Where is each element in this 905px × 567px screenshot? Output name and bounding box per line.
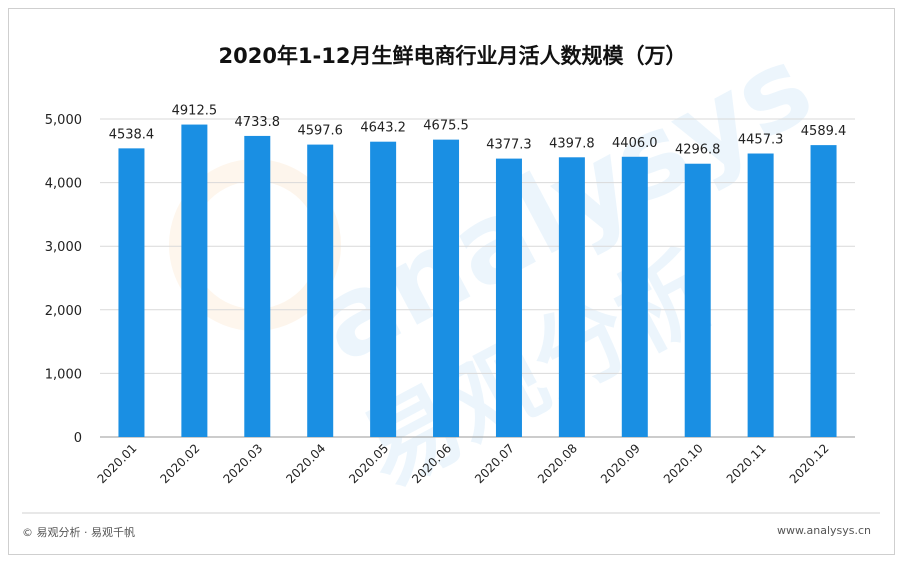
- bar: [181, 124, 208, 437]
- x-tick-label: 2020.09: [598, 441, 643, 486]
- bar: [621, 156, 648, 438]
- x-tick-label: 2020.02: [158, 441, 203, 486]
- bar: [684, 163, 711, 438]
- y-tick-label: 2,000: [45, 304, 82, 319]
- y-tick-label: 1,000: [45, 367, 82, 382]
- bar: [118, 148, 145, 437]
- data-label: 4733.8: [235, 115, 281, 130]
- data-label: 4675.5: [423, 119, 469, 134]
- bar: [747, 153, 774, 437]
- data-label: 4538.4: [109, 127, 155, 142]
- y-tick-label: 4,000: [45, 177, 82, 192]
- bar: [495, 158, 522, 438]
- x-tick-label: 2020.08: [535, 441, 580, 486]
- x-tick-label: 2020.05: [346, 441, 391, 486]
- bar: [433, 139, 460, 438]
- chart-title: 2020年1-12月生鲜电商行业月活人数规模（万）: [218, 44, 687, 68]
- data-label: 4589.4: [801, 124, 847, 139]
- bar: [307, 144, 334, 437]
- x-tick-label: 2020.06: [409, 441, 454, 486]
- x-tick-label: 2020.11: [724, 441, 769, 486]
- footer-url[interactable]: www.analysys.cn: [777, 524, 871, 537]
- data-label: 4643.2: [360, 121, 406, 136]
- y-tick-label: 5,000: [45, 113, 82, 128]
- x-tick-label: 2020.03: [220, 441, 265, 486]
- bar: [244, 135, 271, 438]
- y-tick-label: 3,000: [45, 240, 82, 255]
- data-label: 4912.5: [172, 104, 218, 119]
- data-label: 4377.3: [486, 138, 532, 153]
- footer-source: © 易观分析 · 易观千帆: [22, 526, 135, 539]
- bar: [370, 141, 397, 437]
- bar: [558, 157, 585, 437]
- x-tick-label: 2020.01: [95, 441, 140, 486]
- data-label: 4457.3: [738, 133, 784, 148]
- data-label: 4406.0: [612, 136, 658, 151]
- x-tick-label: 2020.04: [283, 441, 328, 486]
- data-label: 4296.8: [675, 143, 721, 158]
- y-tick-label: 0: [74, 431, 82, 446]
- x-tick-label: 2020.12: [787, 441, 832, 486]
- x-tick-label: 2020.07: [472, 441, 517, 486]
- data-label: 4397.8: [549, 136, 595, 151]
- x-tick-label: 2020.10: [661, 441, 706, 486]
- data-label: 4597.6: [297, 124, 343, 139]
- bar: [810, 145, 837, 437]
